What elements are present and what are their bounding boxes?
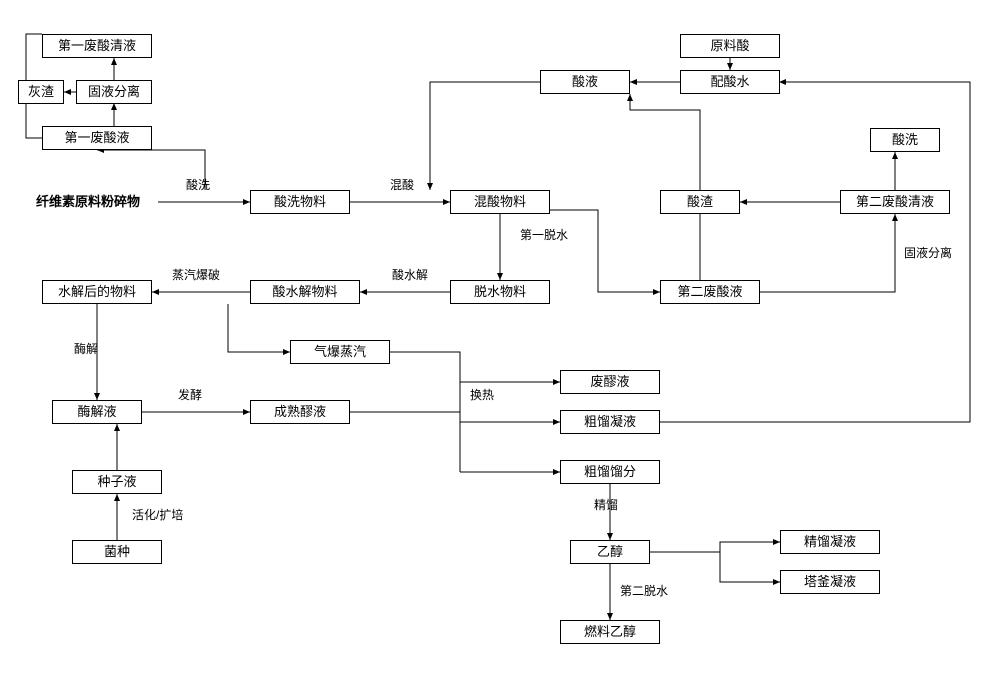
edge-label-e_acid_hydro: 酸水解 [392, 266, 428, 283]
flow-node-n_ethanol: 乙醇 [570, 540, 650, 564]
flow-node-n_acid_hydro_mat: 酸水解物料 [250, 280, 360, 304]
flow-node-n_enzyme_liq: 酶解液 [52, 400, 142, 424]
flow-node-n_acid_wash_tag: 酸洗 [870, 128, 940, 152]
edge-label-e_enzyme: 酶解 [74, 340, 98, 357]
edge-label-e_dewater1: 第一脱水 [520, 226, 568, 243]
flow-node-n_dewater_mat: 脱水物料 [450, 280, 550, 304]
flow-node-n_waste_acid_clear_2: 第二废酸清液 [840, 190, 950, 214]
flow-node-n_waste_acid_clear_1: 第一废酸清液 [42, 34, 152, 58]
flow-node-n_fuel_ethanol: 燃料乙醇 [560, 620, 660, 644]
edge-label-e_heat_ex: 换热 [470, 386, 494, 403]
flow-node-n_waste_mash: 废醪液 [560, 370, 660, 394]
flow-node-n_acid_water: 配酸水 [680, 70, 780, 94]
flow-node-n_crude_cond: 粗馏凝液 [560, 410, 660, 434]
edge-label-e_acid_wash: 酸洗 [186, 176, 210, 193]
edge-label-e_mix_acid: 混酸 [390, 176, 414, 193]
flow-node-n_sep1: 固液分离 [76, 80, 152, 104]
flow-node-n_raw_acid: 原料酸 [680, 34, 780, 58]
edge-label-e_ferment: 发酵 [178, 386, 202, 403]
flow-node-n_post_hydro: 水解后的物料 [42, 280, 152, 304]
edge-label-e_steam_exp: 蒸汽爆破 [172, 266, 220, 283]
flow-node-n_mix_acid_mat: 混酸物料 [450, 190, 550, 214]
flow-node-n_rect_cond: 精馏凝液 [780, 530, 880, 554]
flow-node-n_cellulose: 纤维素原料粉碎物 [18, 190, 158, 214]
flow-node-n_strain: 菌种 [72, 540, 162, 564]
flow-node-n_waste_acid_2: 第二废酸液 [660, 280, 760, 304]
flow-node-n_acid_liq: 酸液 [540, 70, 630, 94]
flow-node-n_seed: 种子液 [72, 470, 162, 494]
edge-label-e_dewater2: 第二脱水 [620, 582, 668, 599]
flow-node-n_waste_acid_1: 第一废酸液 [42, 126, 152, 150]
flow-node-n_acid_residue: 酸渣 [660, 190, 740, 214]
edge-label-e_sl_sep2: 固液分离 [904, 244, 952, 261]
flow-node-n_acid_wash_mat: 酸洗物料 [250, 190, 350, 214]
flow-node-n_mature_mash: 成熟醪液 [250, 400, 350, 424]
flow-node-n_crude_frac: 粗馏馏分 [560, 460, 660, 484]
edge-label-e_rectify: 精馏 [594, 496, 618, 513]
flow-node-n_explode_steam: 气爆蒸汽 [290, 340, 390, 364]
flow-node-n_ash: 灰渣 [18, 80, 64, 104]
flow-node-n_kettle_cond: 塔釜凝液 [780, 570, 880, 594]
edge-label-e_activate: 活化/扩培 [132, 506, 183, 523]
